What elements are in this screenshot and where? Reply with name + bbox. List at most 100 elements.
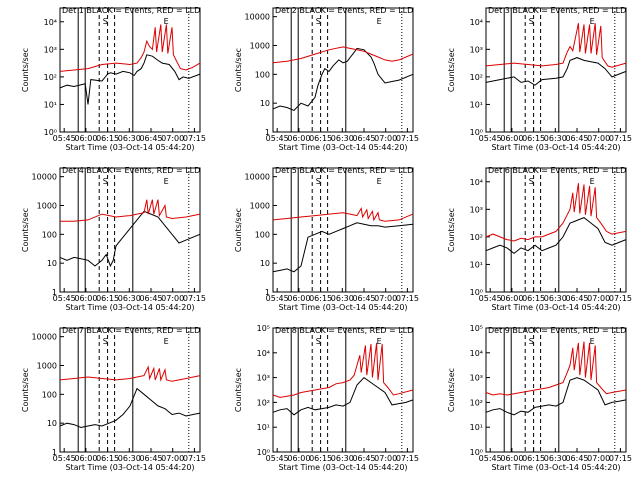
x-tick-label: 05:45 bbox=[479, 294, 502, 303]
marker-label-e: E bbox=[590, 337, 595, 346]
chart-title: Det 1 BLACK = Events, RED = LLD bbox=[62, 6, 200, 15]
x-tick-label: 07:15 bbox=[396, 454, 419, 463]
x-tick-label: 06:15 bbox=[96, 134, 119, 143]
x-axis-label: Start Time (03-Oct-14 05:44:20) bbox=[278, 143, 407, 152]
x-tick-label: 06:00 bbox=[74, 134, 97, 143]
x-tick-label: 05:45 bbox=[266, 134, 289, 143]
x-tick-label: 06:15 bbox=[522, 294, 545, 303]
y-tick-label: 10⁴ bbox=[470, 349, 483, 358]
y-tick-label: 10¹ bbox=[44, 100, 57, 109]
y-tick-label: 10 bbox=[260, 259, 270, 268]
x-tick-label: 06:30 bbox=[118, 294, 141, 303]
chart-title: Det 2 BLACK = Events, RED = LLD bbox=[275, 6, 413, 15]
y-tick-label: 10³ bbox=[470, 374, 483, 383]
y-tick-label: 100 bbox=[255, 70, 270, 79]
events-line bbox=[59, 387, 201, 429]
y-tick-label: 10⁴ bbox=[257, 349, 270, 358]
x-tick-label: 06:45 bbox=[139, 454, 162, 463]
y-tick-label: 10⁰ bbox=[470, 448, 483, 457]
y-tick-label: 1 bbox=[265, 128, 270, 137]
x-tick-label: 07:15 bbox=[609, 294, 632, 303]
x-axis-label: Start Time (03-Oct-14 05:44:20) bbox=[278, 303, 407, 312]
x-axis-label: Start Time (03-Oct-14 05:44:20) bbox=[278, 463, 407, 472]
x-axis-label: Start Time (03-Oct-14 05:44:20) bbox=[65, 143, 194, 152]
x-tick-label: 06:45 bbox=[139, 134, 162, 143]
chart-title: Det 6 BLACK = Events, RED = LLD bbox=[488, 166, 626, 175]
plot-frame bbox=[59, 327, 201, 453]
x-tick-label: 06:15 bbox=[309, 294, 332, 303]
lld-line bbox=[485, 183, 627, 242]
events-line bbox=[272, 222, 414, 273]
events-line bbox=[59, 54, 201, 105]
x-axis-label: Start Time (03-Oct-14 05:44:20) bbox=[491, 303, 620, 312]
marker-label-e: E bbox=[164, 337, 169, 346]
lld-line bbox=[272, 206, 414, 222]
y-tick-label: 1000 bbox=[37, 361, 57, 370]
x-tick-label: 05:45 bbox=[479, 454, 502, 463]
y-tick-label: 1000 bbox=[250, 41, 270, 50]
lld-line bbox=[272, 46, 414, 64]
y-tick-label: 10¹ bbox=[470, 260, 483, 269]
marker-label-e: E bbox=[164, 177, 169, 186]
x-tick-label: 06:00 bbox=[500, 134, 523, 143]
events-line bbox=[59, 210, 201, 268]
plot-frame bbox=[59, 167, 201, 293]
y-tick-label: 10⁴ bbox=[470, 178, 483, 187]
y-tick-label: 10⁵ bbox=[470, 324, 483, 333]
lld-line bbox=[59, 24, 201, 72]
y-tick-label: 10² bbox=[470, 398, 483, 407]
x-tick-label: 06:45 bbox=[352, 134, 375, 143]
y-tick-label: 10³ bbox=[257, 374, 270, 383]
x-tick-label: 07:00 bbox=[161, 294, 184, 303]
marker-label-e: E bbox=[377, 17, 382, 26]
x-axis-label: Start Time (03-Oct-14 05:44:20) bbox=[491, 143, 620, 152]
chart-title: Det 3 BLACK = Events, RED = LLD bbox=[488, 6, 626, 15]
x-tick-label: 06:00 bbox=[287, 134, 310, 143]
y-axis-label: Counts/sec bbox=[234, 208, 243, 252]
x-tick-label: 06:45 bbox=[352, 454, 375, 463]
y-tick-label: 10⁴ bbox=[44, 18, 57, 27]
x-tick-label: 07:00 bbox=[374, 454, 397, 463]
marker-label-s: S bbox=[316, 17, 321, 26]
marker-label-s: S bbox=[103, 177, 108, 186]
x-tick-label: 07:15 bbox=[396, 294, 419, 303]
x-tick-label: 07:00 bbox=[587, 454, 610, 463]
x-tick-label: 06:15 bbox=[522, 134, 545, 143]
x-tick-label: 06:30 bbox=[118, 454, 141, 463]
x-tick-label: 06:30 bbox=[544, 294, 567, 303]
y-tick-label: 1 bbox=[52, 288, 57, 297]
y-tick-label: 1000 bbox=[250, 201, 270, 210]
y-axis-label: Counts/sec bbox=[447, 208, 456, 252]
x-axis-label: Start Time (03-Oct-14 05:44:20) bbox=[65, 303, 194, 312]
x-tick-label: 06:30 bbox=[544, 454, 567, 463]
marker-label-e: E bbox=[590, 177, 595, 186]
lld-line bbox=[59, 365, 201, 382]
y-tick-label: 10³ bbox=[470, 45, 483, 54]
y-tick-label: 10000 bbox=[32, 173, 57, 182]
x-tick-label: 05:45 bbox=[53, 454, 76, 463]
y-axis-label: Counts/sec bbox=[447, 368, 456, 412]
x-tick-label: 06:45 bbox=[139, 294, 162, 303]
plot-frame bbox=[272, 7, 414, 133]
y-axis-label: Counts/sec bbox=[447, 48, 456, 92]
y-tick-label: 10³ bbox=[44, 45, 57, 54]
chart-title: Det 8 BLACK = Events, RED = LLD bbox=[275, 326, 413, 335]
y-tick-label: 10 bbox=[47, 259, 57, 268]
x-tick-label: 07:00 bbox=[374, 294, 397, 303]
y-axis-label: Counts/sec bbox=[21, 48, 30, 92]
x-tick-label: 06:00 bbox=[287, 454, 310, 463]
x-tick-label: 05:45 bbox=[53, 294, 76, 303]
x-tick-label: 06:15 bbox=[96, 294, 119, 303]
x-tick-label: 06:30 bbox=[544, 134, 567, 143]
x-tick-label: 06:15 bbox=[309, 134, 332, 143]
x-tick-label: 05:45 bbox=[266, 294, 289, 303]
x-tick-label: 06:45 bbox=[352, 294, 375, 303]
plot-frame bbox=[59, 7, 201, 133]
chart-title: Det 5 BLACK = Events, RED = LLD bbox=[275, 166, 413, 175]
